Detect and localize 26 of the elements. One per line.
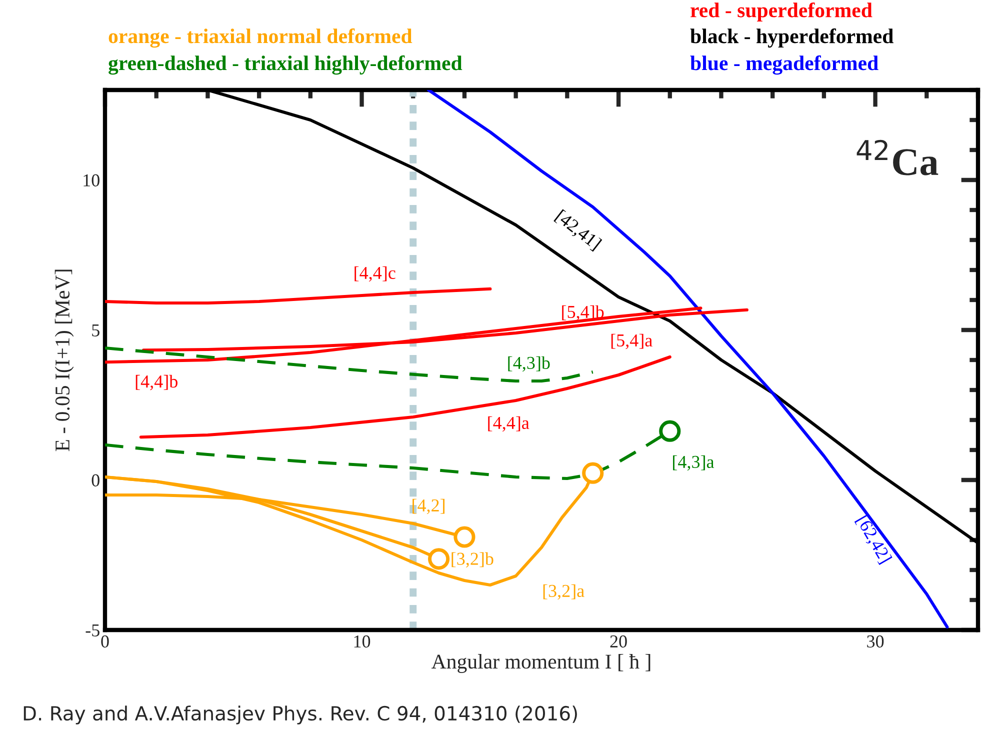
y-tick-label: 10 bbox=[84, 174, 100, 186]
y-tick-label: 5 bbox=[92, 324, 100, 336]
y-tick-label: 0 bbox=[92, 474, 100, 486]
text: blue - megadeformed bbox=[690, 55, 878, 75]
text: orange - triaxial normal deformed bbox=[108, 28, 412, 48]
y-tick-label: -5 bbox=[86, 624, 100, 636]
text: red - superdeformed bbox=[690, 2, 872, 22]
series-label: [3,2]a bbox=[543, 584, 584, 600]
series-label: [4,3]a bbox=[673, 455, 714, 471]
annotation: [4,4]b bbox=[136, 374, 178, 390]
series-label: [4,2] bbox=[412, 498, 444, 514]
x-tick-label: 10 bbox=[354, 635, 370, 648]
x-tick-label: 30 bbox=[867, 635, 884, 648]
text: green-dashed - triaxial highly-deformed bbox=[108, 55, 462, 75]
annotation: $^{42}$Ca bbox=[856, 140, 938, 176]
y-axis-title: E - 0.05 I(I+1) [MeV] bbox=[54, 270, 74, 452]
x-axis-title: Angular momentum I [ ħ ] bbox=[431, 654, 650, 673]
series-label: [5,4]a bbox=[611, 334, 652, 350]
text: D. Ray and A.V.Afanasjev Phys. Rev. C 94, 014310 (2016) bbox=[24, 706, 577, 724]
x-tick-label: 0 bbox=[101, 635, 109, 648]
series-label: [4,4]a bbox=[488, 416, 530, 432]
series-label: [4,3]b bbox=[508, 356, 550, 372]
text: black - hyperdeformed bbox=[690, 28, 894, 48]
series-label: [3,2]b bbox=[452, 552, 494, 568]
x-tick-label: 20 bbox=[610, 635, 627, 648]
series-label: [4,4]c bbox=[354, 266, 396, 282]
